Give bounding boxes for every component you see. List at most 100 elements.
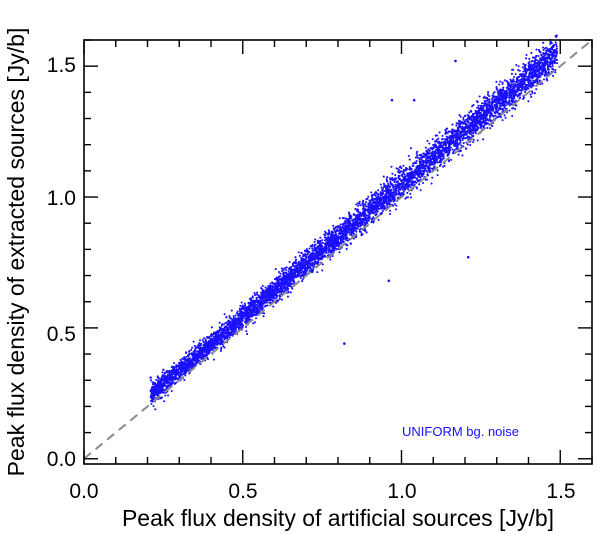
data-point	[321, 269, 324, 272]
data-point	[204, 346, 207, 349]
data-point	[462, 142, 465, 145]
data-point	[274, 268, 277, 271]
data-point	[520, 92, 523, 95]
data-point	[483, 124, 486, 127]
data-point	[345, 247, 348, 251]
data-point	[301, 280, 304, 283]
data-point	[316, 241, 319, 245]
data-point	[219, 349, 222, 353]
data-point	[382, 182, 385, 185]
data-point	[210, 333, 213, 337]
data-point	[231, 334, 234, 337]
data-point	[262, 302, 265, 305]
data-point	[314, 260, 317, 263]
data-point	[511, 107, 514, 110]
data-point	[300, 252, 304, 255]
data-point	[200, 357, 203, 360]
data-point	[519, 80, 522, 83]
data-point	[237, 314, 240, 318]
data-point	[260, 294, 263, 297]
data-point	[395, 208, 398, 211]
data-point	[370, 195, 374, 199]
data-point	[475, 119, 478, 122]
data-point	[172, 361, 176, 365]
data-point	[261, 306, 264, 309]
data-point	[280, 298, 283, 301]
data-point	[495, 95, 499, 98]
data-point	[462, 136, 465, 139]
data-point	[314, 238, 317, 241]
data-point	[222, 323, 225, 326]
data-point	[431, 148, 434, 151]
data-point	[296, 271, 300, 274]
data-point	[348, 227, 351, 230]
data-point	[483, 99, 486, 102]
data-point	[499, 116, 502, 119]
data-point	[499, 97, 502, 100]
data-point	[381, 188, 384, 191]
data-point	[312, 257, 315, 260]
data-point	[392, 188, 395, 191]
data-point	[281, 270, 284, 273]
data-point	[553, 43, 556, 46]
data-point	[519, 93, 522, 96]
data-point	[549, 49, 552, 53]
data-point	[448, 137, 451, 140]
data-point	[338, 251, 341, 254]
data-point	[241, 319, 244, 322]
data-point	[525, 87, 528, 90]
data-point	[495, 87, 498, 90]
data-point	[328, 238, 331, 241]
data-point	[263, 297, 266, 300]
data-point	[539, 74, 542, 77]
data-point	[553, 57, 556, 60]
data-point	[499, 80, 502, 83]
data-point	[218, 326, 221, 329]
data-point	[432, 146, 435, 149]
data-point	[393, 180, 396, 183]
data-point	[278, 293, 281, 297]
data-point	[438, 131, 441, 134]
data-point	[187, 355, 190, 358]
data-point	[272, 305, 275, 308]
data-point	[367, 202, 370, 205]
data-point	[324, 255, 327, 258]
data-point	[152, 388, 155, 391]
data-point	[436, 146, 439, 149]
data-point	[255, 300, 258, 303]
data-point	[444, 146, 447, 149]
data-point	[418, 183, 421, 186]
data-point	[545, 57, 548, 60]
data-point	[230, 331, 233, 334]
data-point	[487, 101, 490, 104]
data-point	[522, 82, 525, 85]
data-point	[441, 152, 444, 155]
data-point	[318, 254, 321, 257]
data-point	[289, 279, 292, 282]
data-point	[159, 397, 162, 400]
data-point	[359, 211, 362, 214]
data-point	[535, 88, 538, 91]
data-point	[459, 131, 462, 134]
data-point	[367, 219, 370, 222]
data-point	[431, 138, 434, 141]
data-point	[280, 287, 283, 290]
data-point	[350, 233, 353, 236]
data-point	[308, 247, 311, 250]
data-point	[255, 303, 258, 306]
data-point	[298, 271, 301, 274]
data-point	[240, 307, 243, 310]
data-point	[521, 66, 524, 69]
data-point	[245, 330, 248, 333]
data-point	[357, 210, 360, 213]
data-point	[357, 204, 360, 207]
data-point	[525, 57, 528, 60]
data-point	[527, 62, 530, 65]
data-point	[505, 111, 509, 114]
data-point	[481, 102, 484, 105]
data-point	[255, 312, 258, 315]
data-point	[379, 191, 382, 194]
data-point	[262, 315, 265, 318]
data-point	[365, 231, 368, 234]
data-point	[190, 359, 193, 362]
